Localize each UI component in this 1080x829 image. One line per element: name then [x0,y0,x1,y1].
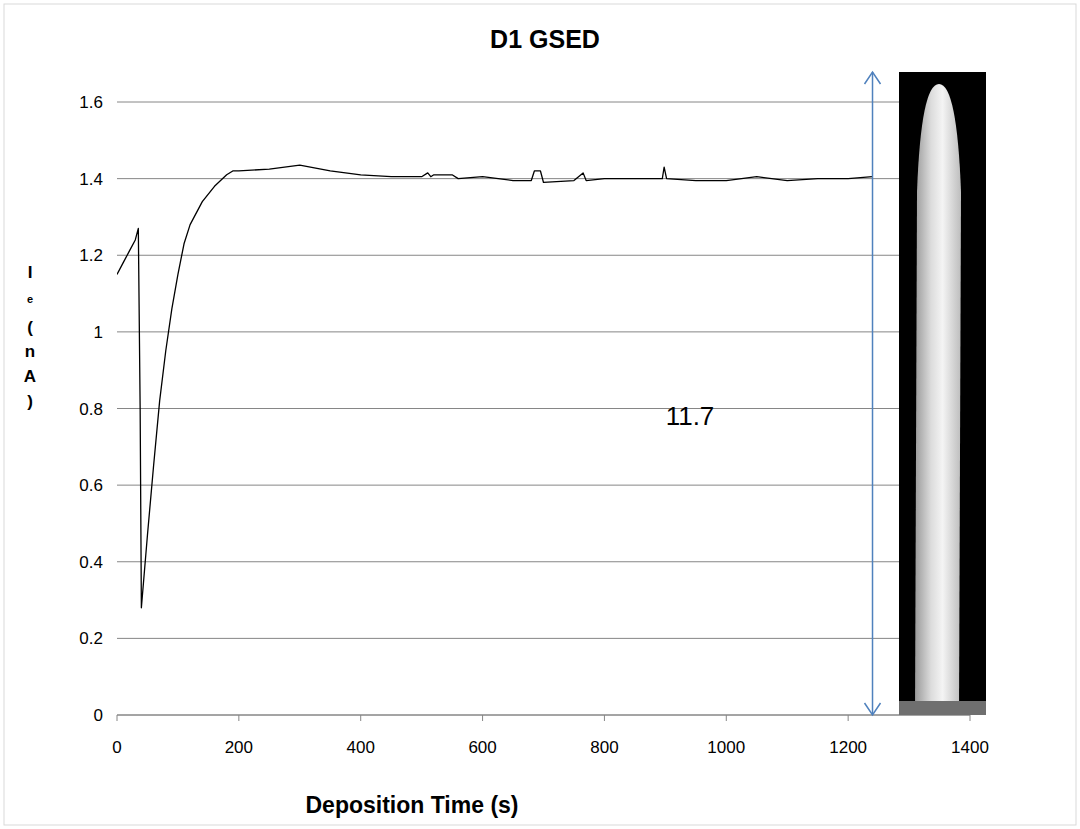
y-axis-title-subscript-char: e [27,293,33,305]
y-axis-title: I [28,263,33,282]
grid-line [117,638,970,639]
y-tick-label: 0.4 [79,553,103,572]
x-tick-label: 1000 [707,738,745,757]
x-tick-label: 0 [112,738,121,757]
x-tick-label: 1200 [829,738,867,757]
y-tick-label: 1.6 [79,93,103,112]
y-tick-label: 0.8 [79,400,103,419]
y-axis-title-char: I [28,263,33,282]
x-tick-label: 600 [468,738,496,757]
data-line [117,165,873,608]
annotation: 11.7 [666,401,715,431]
y-tick-label: 0.6 [79,476,103,495]
x-tick [482,715,483,721]
arrow-head [865,703,881,715]
annotation-arrow [872,72,874,715]
x-tick-label: 1400 [951,738,989,757]
y-tick-label: 1 [94,323,103,342]
x-tick [726,715,727,721]
chart: D1 GSED 0 0.2 0.4 0.6 0.8 1 1.2 1.4 1.6 0 200 400 600… [0,0,1080,829]
y-axis-title-units-char: A [24,367,36,386]
sem-base [899,701,986,715]
grid-line [117,485,970,486]
grid-line [117,408,970,409]
x-tick [604,715,605,721]
arrow-head [865,72,881,84]
x-tick-label: 200 [225,738,253,757]
title: D1 GSED [490,25,600,53]
y-axis-title-units-char: ( [27,318,33,337]
grid-line [117,561,970,562]
x-tick [360,715,361,721]
x-tick-label: 800 [590,738,618,757]
x-tick-label: 400 [347,738,375,757]
chart-frame [4,4,1076,825]
y-axis-title-units: ( nA) [24,318,36,411]
y-tick-label: 0 [94,706,103,725]
plot-area [117,165,873,608]
y-axis-title-units-char: n [25,342,35,361]
y-tick-label: 0.2 [79,629,103,648]
y-tick-label: 1.2 [79,246,103,265]
grid-line [117,255,970,256]
sem-tip [915,84,961,715]
grid-line [117,331,970,332]
sem-image [899,72,986,715]
y-axis-title-subscript: e [27,293,33,305]
x-axis [117,715,970,716]
y-axis-title-units-char: ) [27,392,33,411]
x-tick [117,715,118,721]
x-tick [970,715,971,721]
grid-line [117,102,970,103]
x-tick [848,715,849,721]
y-tick-label: 1.4 [79,170,103,189]
grid-line [117,715,970,716]
x-tick [238,715,239,721]
x-axis-title: Deposition Time (s) [306,792,519,818]
